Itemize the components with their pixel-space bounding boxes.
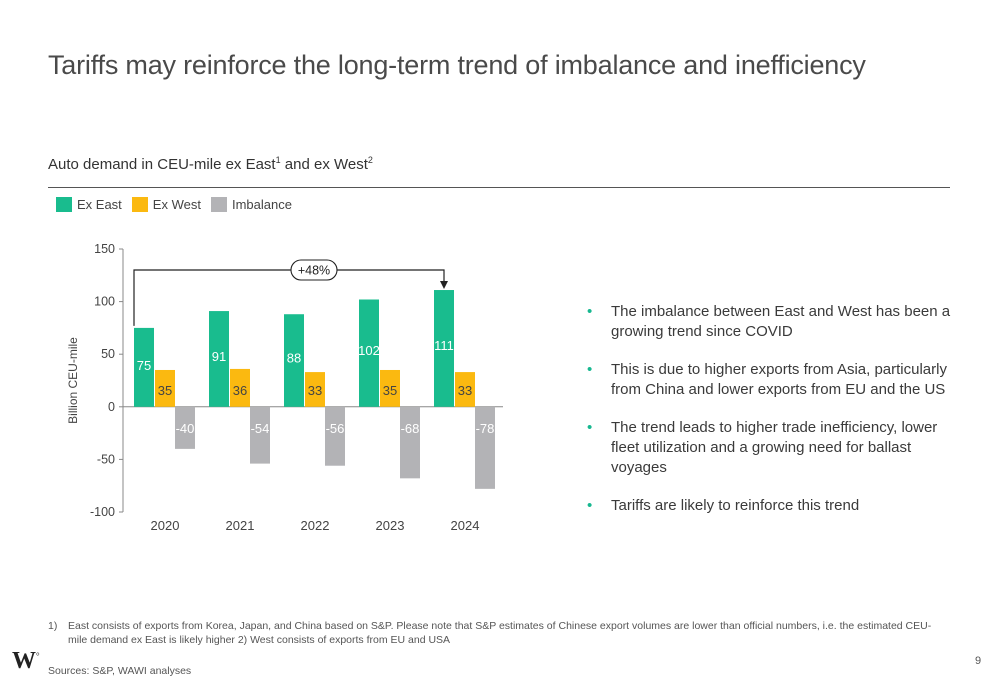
data-label-imbalance: -78	[476, 421, 495, 436]
legend-swatch-ex-west	[131, 197, 148, 212]
data-label-ex-east: 102	[358, 343, 380, 358]
bullet-item: • The imbalance between East and West has…	[587, 302, 952, 342]
legend-item-ex-west: Ex West	[131, 197, 201, 212]
bar-ex-west	[380, 369, 400, 407]
data-label-ex-east: 75	[137, 358, 151, 373]
footnote-marker: 1)	[48, 620, 58, 632]
bar-imbalance	[325, 406, 345, 466]
legend-label-ex-west: Ex West	[152, 197, 201, 212]
bullet-dot-icon: •	[587, 419, 593, 436]
bar-ex-east	[284, 314, 304, 407]
bar-ex-east	[209, 311, 229, 407]
data-label-ex-west: 35	[158, 383, 172, 398]
y-tick-label: 50	[101, 347, 115, 361]
chart-subtitle: Auto demand in CEU-mile ex East1 and ex …	[48, 155, 373, 173]
footnote-text: East consists of exports from Korea, Jap…	[68, 620, 932, 646]
subtitle-footnote-1: 1	[275, 155, 281, 165]
y-tick-label: 150	[94, 242, 115, 256]
legend-item-ex-east: Ex East	[56, 197, 122, 212]
y-tick-label: 0	[108, 400, 115, 414]
data-label-ex-east: 88	[287, 351, 301, 366]
bar-chart: 150 100 50 0 -50 -100 Billion CEU-mile 75 35 -40 2…	[66, 242, 503, 533]
y-tick-label: -50	[97, 452, 115, 466]
bullet-text: This is due to higher exports from Asia,…	[611, 361, 947, 398]
data-label-ex-west: 36	[233, 383, 247, 398]
data-label-ex-west: 33	[308, 383, 322, 398]
bullet-text: Tariffs are likely to reinforce this tre…	[611, 497, 860, 514]
data-label-imbalance: -54	[251, 421, 270, 436]
page-number: 9	[975, 655, 982, 667]
growth-annotation-label: +48%	[298, 264, 330, 278]
logo-mark: °	[36, 651, 40, 661]
bullet-text: The imbalance between East and West has …	[611, 303, 951, 340]
bar-ex-west	[155, 369, 175, 407]
data-label-imbalance: -40	[176, 421, 195, 436]
y-tick-label: 100	[94, 295, 115, 309]
growth-arrow	[133, 269, 448, 326]
subtitle-text-b: and ex West	[280, 156, 368, 173]
x-tick-label: 2020	[151, 518, 180, 533]
bar-ex-east	[434, 290, 454, 407]
data-label-ex-east: 91	[212, 349, 226, 364]
bullet-text: The trend leads to higher trade ineffici…	[611, 419, 938, 476]
x-tick-label: 2022	[301, 518, 330, 533]
growth-annotation-pill	[290, 259, 338, 281]
bar-imbalance	[175, 406, 195, 449]
data-label-ex-west: 35	[383, 383, 397, 398]
data-label-ex-west: 33	[458, 383, 472, 398]
bar-imbalance	[475, 406, 495, 489]
bar-ex-west	[305, 372, 325, 407]
page-title: Tariffs may reinforce the long-term tren…	[48, 50, 866, 80]
subtitle-footnote-2: 2	[367, 155, 373, 165]
legend-swatch-ex-east	[56, 197, 72, 212]
data-label-imbalance: -68	[401, 421, 420, 436]
sources-note: Sources: S&P, WAWI analyses	[48, 665, 192, 677]
y-axis-label: Billion CEU-mile	[66, 337, 80, 424]
bar-ex-west	[455, 372, 475, 407]
legend-item-imbalance: Imbalance	[210, 197, 292, 212]
company-logo: W°	[12, 648, 40, 675]
bullet-dot-icon: •	[587, 497, 593, 514]
bullet-dot-icon: •	[587, 303, 593, 320]
data-label-imbalance: -56	[326, 421, 345, 436]
bullet-item: • This is due to higher exports from Asia…	[587, 360, 952, 400]
legend-label-ex-east: Ex East	[77, 197, 122, 212]
x-tick-label: 2023	[376, 518, 405, 533]
bar-imbalance	[250, 406, 270, 464]
x-tick-label: 2021	[226, 518, 255, 533]
bar-imbalance	[400, 406, 420, 479]
chart-legend: Ex East Ex West Imbalance	[56, 197, 302, 212]
y-tick-label: -100	[90, 505, 115, 519]
bullet-item: • The trend leads to higher trade ineffic…	[587, 418, 952, 478]
subtitle-text-a: Auto demand in CEU-mile ex East	[48, 156, 276, 173]
key-points-list: • The imbalance between East and West has…	[587, 302, 952, 534]
logo-letter: W	[12, 648, 36, 674]
bar-ex-east	[359, 299, 379, 407]
subtitle-divider	[48, 187, 950, 188]
legend-label-imbalance: Imbalance	[231, 197, 292, 212]
data-label-ex-east: 111	[434, 338, 454, 353]
bar-ex-west	[230, 368, 250, 407]
bullet-item: • Tariffs are likely to reinforce this tr…	[587, 496, 952, 516]
legend-swatch-imbalance	[210, 197, 227, 212]
bullet-dot-icon: •	[587, 361, 593, 378]
x-tick-label: 2024	[451, 518, 480, 533]
bar-ex-east	[134, 327, 154, 407]
